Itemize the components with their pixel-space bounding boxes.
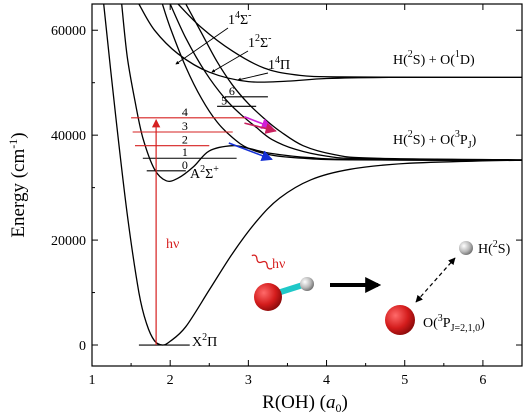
x-tick-label: 4	[323, 373, 330, 388]
y-axis-title: Energy (cm-1)	[6, 132, 29, 237]
dissociation-inset: hν H(2S) O(3PJ=2,1,0)	[251, 239, 511, 335]
y-tick-label: 20000	[51, 234, 86, 249]
inset-photon-label: hν	[272, 257, 285, 272]
a-state-label: A2Σ+	[190, 164, 219, 182]
vibrational-level-label: 0	[182, 158, 188, 172]
x-tick-label: 3	[245, 373, 252, 388]
photon-wavy-icon	[251, 254, 273, 270]
potential-curve-5	[138, 4, 522, 83]
dissociation-arrow-0	[228, 142, 273, 161]
vibrational-level-label: 6	[229, 84, 235, 98]
doublet-sigma-label: 12Σ-	[248, 33, 272, 51]
x-tick-label: 1	[89, 373, 96, 388]
x-tick-label: 2	[167, 373, 174, 388]
oxygen-atom-icon	[254, 283, 282, 311]
quartet-pi-label: 14Π	[268, 55, 290, 73]
pointer-quartet-pi	[237, 72, 269, 82]
excitation-label: hν	[166, 237, 179, 252]
x-state-label: X2Π	[192, 332, 217, 350]
x-axis-title: R(OH) (a0)	[262, 392, 348, 415]
pointer-quartet-sigma	[175, 27, 229, 65]
potential-curve-2	[161, 4, 522, 161]
potential-curve-6	[177, 4, 522, 79]
asymptote-o3p-label: H(2S) + O(3PJ)	[393, 129, 477, 151]
arrows	[151, 116, 277, 346]
vibrational-level-label: 2	[182, 133, 188, 147]
quartet-sigma-label: 14Σ-	[228, 10, 252, 28]
potential-curve-0	[103, 4, 522, 346]
dissociation-arrow-2	[244, 122, 277, 134]
separation-arrow	[415, 257, 456, 303]
y-tick-label: 0	[79, 339, 86, 354]
y-tick-label: 40000	[51, 129, 86, 144]
plot-frame	[91, 3, 523, 367]
hydrogen-atom-icon	[300, 277, 314, 291]
pointer-doublet-sigma	[211, 50, 249, 73]
vibrational-level-label: 4	[182, 105, 188, 119]
free-hydrogen-atom-icon	[459, 241, 473, 255]
vibrational-level-label: 1	[182, 145, 188, 159]
inset-h-label: H(2S)	[478, 239, 511, 257]
x-tick-label: 5	[401, 373, 408, 388]
vibrational-level-label: 3	[182, 119, 188, 133]
vibrational-level-label: 5	[221, 93, 227, 107]
asymptote-o1d-label: H(2S) + O(1D)	[393, 49, 475, 68]
inset-o-label: O(3PJ=2,1,0)	[423, 313, 485, 334]
potential-curve-1	[121, 4, 522, 182]
x-tick-label: 6	[479, 373, 486, 388]
free-oxygen-atom-icon	[385, 305, 415, 335]
potential-curve-3	[169, 4, 522, 161]
y-tick-label: 60000	[51, 24, 86, 39]
